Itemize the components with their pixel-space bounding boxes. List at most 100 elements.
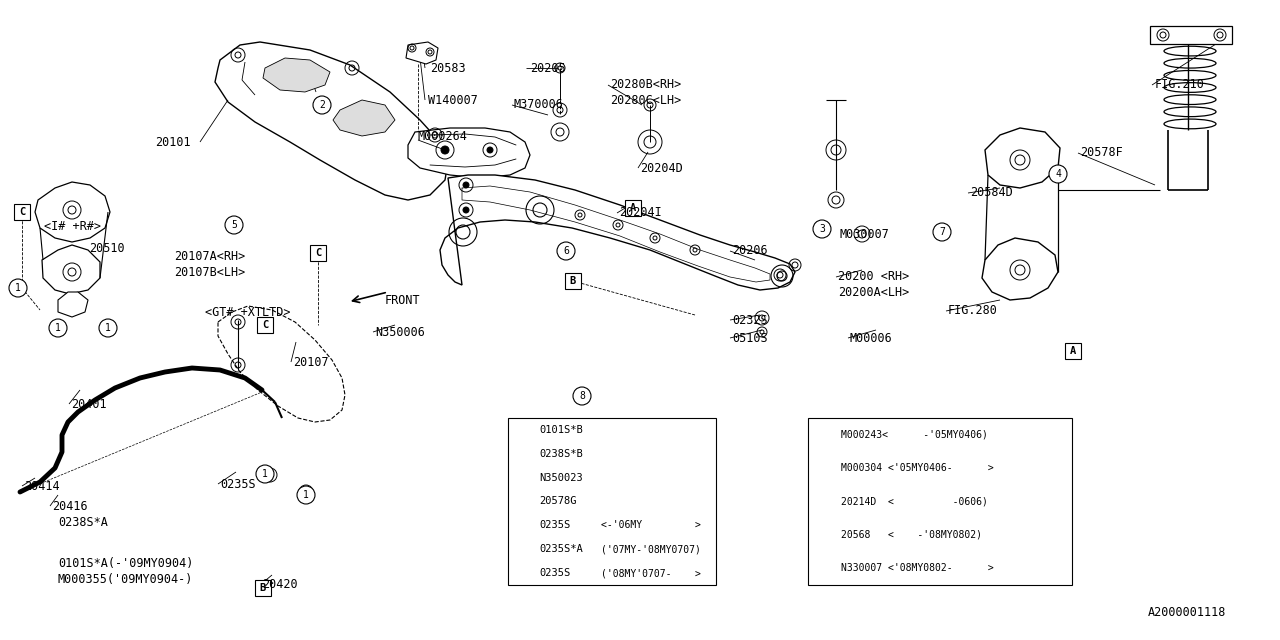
Text: 20107A<RH>: 20107A<RH> bbox=[174, 250, 246, 264]
Text: 4: 4 bbox=[1055, 169, 1061, 179]
Polygon shape bbox=[408, 128, 530, 178]
Text: 1: 1 bbox=[520, 425, 525, 435]
Text: 20204I: 20204I bbox=[620, 207, 662, 220]
Text: 0235S: 0235S bbox=[220, 477, 256, 490]
Circle shape bbox=[1050, 165, 1068, 183]
Text: ('08MY'0707-    >: ('08MY'0707- > bbox=[602, 568, 701, 578]
Text: FIG.210: FIG.210 bbox=[1155, 77, 1204, 90]
Text: 3: 3 bbox=[520, 473, 525, 483]
Text: 20200A<LH>: 20200A<LH> bbox=[838, 285, 909, 298]
Circle shape bbox=[513, 493, 530, 510]
Text: M000264: M000264 bbox=[419, 131, 468, 143]
Text: 2: 2 bbox=[319, 100, 325, 110]
Text: 20280C<LH>: 20280C<LH> bbox=[611, 93, 681, 106]
Text: 20416: 20416 bbox=[52, 499, 87, 513]
Text: 0510S: 0510S bbox=[732, 332, 768, 344]
Text: 0235S: 0235S bbox=[539, 568, 571, 578]
Text: <I# +R#>: <I# +R#> bbox=[44, 220, 101, 232]
Bar bbox=[257, 317, 273, 333]
Circle shape bbox=[933, 223, 951, 241]
Circle shape bbox=[225, 216, 243, 234]
Text: 20214D  <          -0606): 20214D < -0606) bbox=[841, 497, 988, 506]
Circle shape bbox=[463, 207, 468, 213]
Text: 0238S*B: 0238S*B bbox=[539, 449, 582, 459]
Text: 20107B<LH>: 20107B<LH> bbox=[174, 266, 246, 278]
Text: 1: 1 bbox=[55, 323, 61, 333]
Circle shape bbox=[314, 96, 332, 114]
Text: B: B bbox=[570, 276, 576, 286]
Circle shape bbox=[812, 423, 835, 446]
Text: 20204D: 20204D bbox=[640, 161, 682, 175]
Text: 20200 <RH>: 20200 <RH> bbox=[838, 271, 909, 284]
Text: C: C bbox=[19, 207, 26, 217]
Text: 0101S*B: 0101S*B bbox=[539, 425, 582, 435]
Text: 20583: 20583 bbox=[430, 61, 466, 74]
Text: 5: 5 bbox=[820, 429, 826, 440]
Text: 20401: 20401 bbox=[70, 397, 106, 410]
Text: 20280B<RH>: 20280B<RH> bbox=[611, 77, 681, 90]
Text: 20584D: 20584D bbox=[970, 186, 1012, 200]
Text: 7: 7 bbox=[820, 530, 826, 540]
Text: 20107: 20107 bbox=[293, 355, 329, 369]
Text: M370006: M370006 bbox=[515, 99, 564, 111]
Text: 20578F: 20578F bbox=[1080, 147, 1123, 159]
Text: 6: 6 bbox=[563, 246, 568, 256]
Text: C: C bbox=[262, 320, 268, 330]
Text: <-'06MY         >: <-'06MY > bbox=[602, 520, 701, 531]
Text: N330007 <'08MY0802-      >: N330007 <'08MY0802- > bbox=[841, 563, 993, 573]
Bar bbox=[625, 200, 641, 216]
Text: 20414: 20414 bbox=[24, 479, 60, 493]
Bar bbox=[564, 273, 581, 289]
Polygon shape bbox=[986, 128, 1060, 188]
Text: N350006: N350006 bbox=[375, 326, 425, 339]
Text: 0101S*A(-'09MY0904): 0101S*A(-'09MY0904) bbox=[58, 557, 193, 570]
Polygon shape bbox=[982, 238, 1059, 300]
Text: <GT# +XTLTD>: <GT# +XTLTD> bbox=[205, 305, 291, 319]
Text: 1: 1 bbox=[303, 490, 308, 500]
Text: FRONT: FRONT bbox=[385, 294, 421, 307]
Bar bbox=[310, 245, 326, 261]
Circle shape bbox=[573, 387, 591, 405]
Text: 20568   <    -'08MY0802): 20568 < -'08MY0802) bbox=[841, 530, 982, 540]
Text: 0232S: 0232S bbox=[732, 314, 768, 326]
Text: 4: 4 bbox=[520, 497, 525, 506]
Circle shape bbox=[813, 220, 831, 238]
Polygon shape bbox=[440, 175, 795, 290]
Text: N350023: N350023 bbox=[539, 473, 582, 483]
Circle shape bbox=[99, 319, 116, 337]
Text: A: A bbox=[1070, 346, 1076, 356]
Text: ('07MY-'08MY0707): ('07MY-'08MY0707) bbox=[602, 544, 701, 554]
Polygon shape bbox=[215, 42, 448, 200]
Circle shape bbox=[442, 146, 449, 154]
Circle shape bbox=[49, 319, 67, 337]
Circle shape bbox=[513, 422, 530, 438]
Polygon shape bbox=[406, 42, 438, 64]
Circle shape bbox=[486, 147, 493, 153]
Text: M000304 <'05MY0406-      >: M000304 <'05MY0406- > bbox=[841, 463, 993, 473]
Text: M000243<      -'05MY0406): M000243< -'05MY0406) bbox=[841, 429, 988, 440]
Bar bbox=[508, 418, 716, 585]
Polygon shape bbox=[262, 58, 330, 92]
Text: 3: 3 bbox=[819, 224, 824, 234]
Text: 6: 6 bbox=[820, 497, 826, 506]
Text: 1: 1 bbox=[105, 323, 111, 333]
Text: A: A bbox=[630, 203, 636, 213]
Text: 7: 7 bbox=[940, 227, 945, 237]
Text: M000355('09MY0904-): M000355('09MY0904-) bbox=[58, 573, 193, 586]
Bar bbox=[1149, 26, 1231, 44]
Text: 20578G: 20578G bbox=[539, 497, 576, 506]
Text: 2: 2 bbox=[520, 449, 525, 459]
Circle shape bbox=[513, 445, 530, 462]
Bar bbox=[14, 204, 29, 220]
Text: 20205: 20205 bbox=[530, 61, 566, 74]
Circle shape bbox=[812, 524, 835, 547]
Circle shape bbox=[9, 279, 27, 297]
Polygon shape bbox=[35, 182, 110, 242]
Bar bbox=[255, 580, 271, 596]
Circle shape bbox=[557, 242, 575, 260]
Text: 0235S: 0235S bbox=[539, 520, 571, 531]
Text: FIG.280: FIG.280 bbox=[948, 305, 998, 317]
Polygon shape bbox=[58, 292, 88, 317]
Text: 1: 1 bbox=[15, 283, 20, 293]
Circle shape bbox=[513, 541, 530, 557]
